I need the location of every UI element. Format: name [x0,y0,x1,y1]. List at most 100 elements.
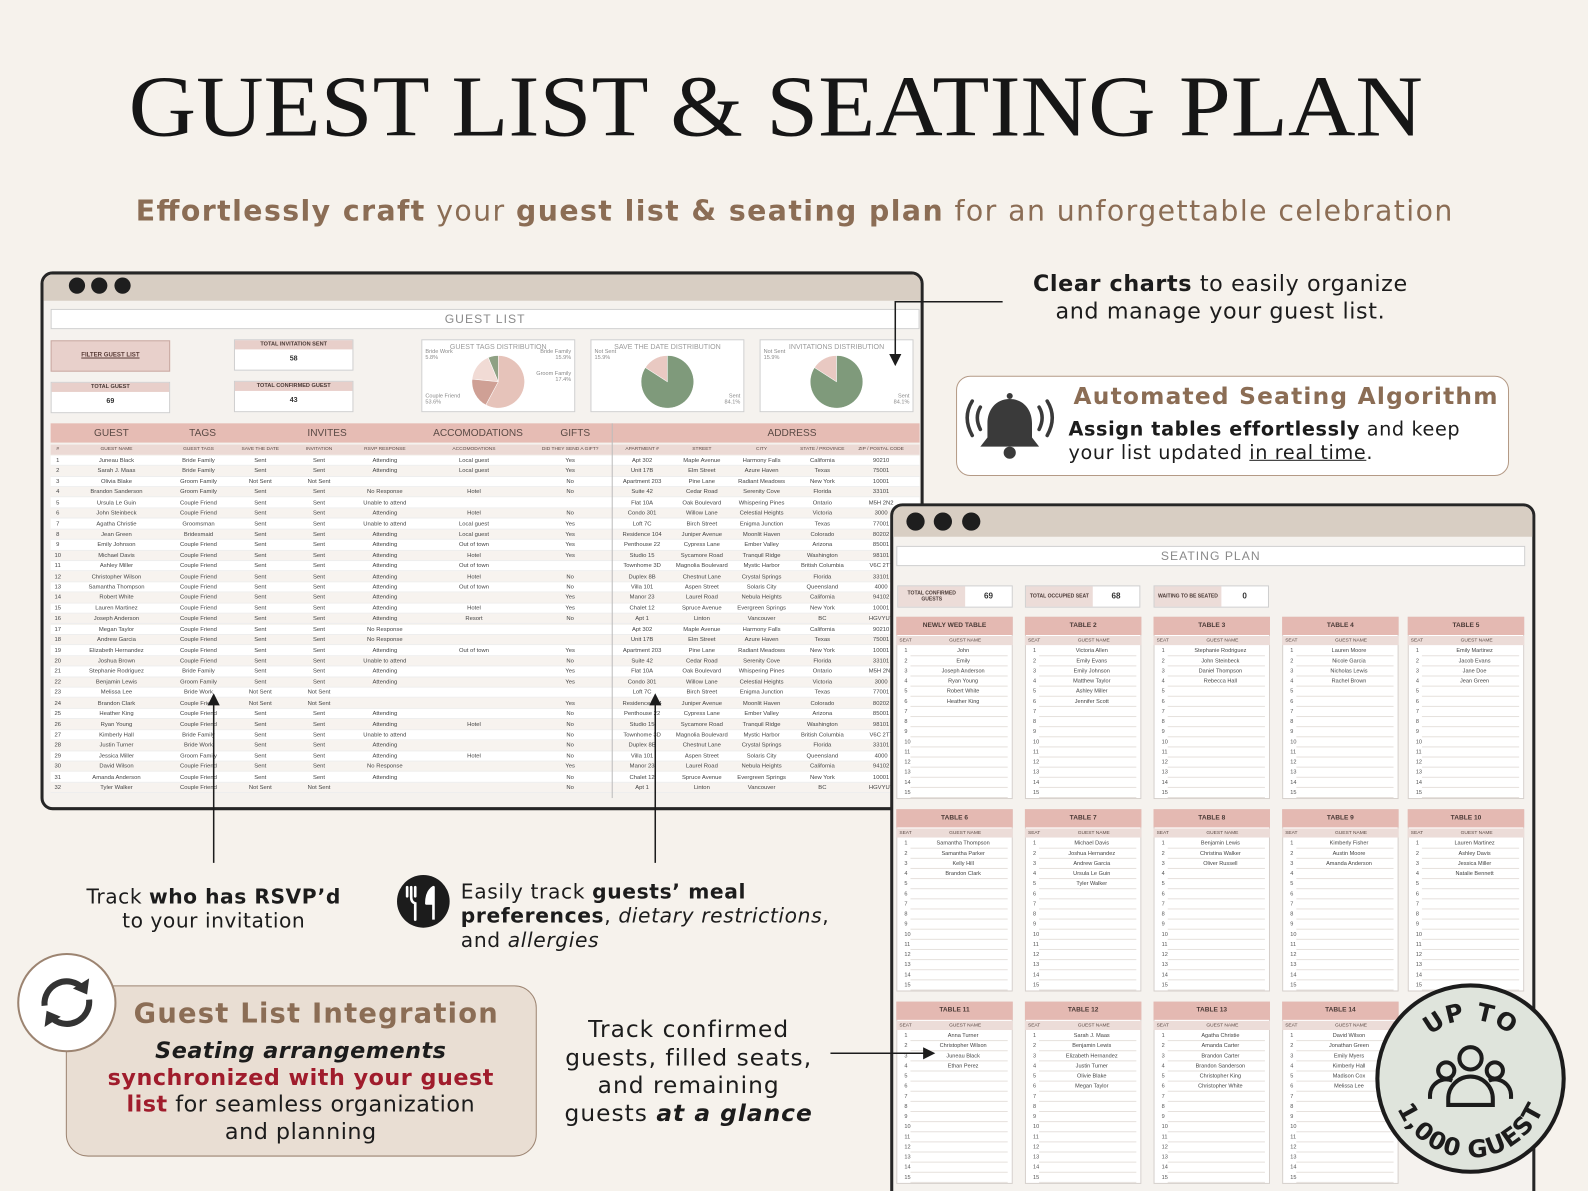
seat-guest: Michael Davis [1074,840,1110,847]
seat-line [1039,675,1137,677]
seat-line [1421,726,1520,728]
slice-label: 84.1% [894,400,910,406]
table-cell: Sent [312,637,326,644]
seat-band [1407,636,1525,646]
seat-line [1421,888,1520,890]
seat-number: 1 [904,648,908,655]
name-header: GUEST NAME [949,638,982,644]
sync-icon [17,953,117,1053]
table-cell: Cypress Lane [683,542,720,549]
seat-number: 8 [1161,1103,1165,1110]
text-run: and keep [1359,418,1461,441]
seat-number: 11 [1161,749,1168,756]
seat-guest: Nicholas Lewis [1330,668,1368,675]
table-cell: 9 [56,542,60,549]
seat-line [1421,918,1520,920]
table-card [1024,616,1142,800]
table-cell: Hotel [467,753,481,760]
seat-number: 10 [1161,931,1168,938]
seat-header: SEAT [1285,638,1298,644]
table-cell: Chalet 12 [629,774,655,781]
table-card [1282,616,1399,800]
table-cell: Yes [565,594,575,602]
seat-number: 6 [1033,1083,1037,1090]
table-cell: Not Sent [307,700,331,707]
table-cell: Nebula Heights [741,763,782,770]
seat-number: 4 [904,678,908,685]
text-run: synchronized with your guest [107,1065,494,1092]
table-cell: Amanda Anderson [92,774,141,781]
table-cell: 20 [54,658,61,665]
seat-number: 1 [904,840,908,847]
table-cell: Mystic Harbor [743,732,780,739]
table-cell: 77001 [872,689,890,697]
table-cell: Yes [565,668,575,675]
callout-text: Easily track guests’ meal [461,879,746,903]
seat-number: 13 [1033,1154,1040,1161]
seat-number: 4 [1033,870,1037,878]
seat-line [1421,938,1520,940]
seat-line [1296,1151,1394,1153]
table-cell: 33101 [872,573,890,580]
table-cell: Lauren Martinez [95,605,138,612]
seat-line [1296,878,1394,880]
seat-line [910,655,1008,657]
seat-line [1421,695,1520,697]
seat-number: 8 [1415,911,1419,918]
table-cell: Colorado [810,531,835,538]
table-row [50,603,920,614]
table-cell: Groom Family [180,753,217,760]
text-run: allergies [507,927,600,952]
table-cell: Birch Street [686,521,718,528]
seat-line [1039,786,1137,788]
seat-number: 3 [1415,668,1419,675]
seat-number: 6 [1290,1083,1294,1090]
seat-number: 2 [1290,658,1294,665]
seat-guest: Megan Taylor [1075,1083,1109,1090]
seat-number: 12 [1415,759,1423,766]
seat-line [1167,969,1265,971]
table-cell: Spruce Avenue [681,605,722,612]
table-cell: M5H 2N2 [868,499,894,507]
table-cell: Harmony Falls [742,626,781,633]
table-cell: Linton [693,616,710,623]
seat-number: 7 [1415,901,1419,908]
column-header: DID THEY SEND A GIFT? [541,447,599,453]
table-cell: Pine Lane [688,647,716,654]
table-cell: Yes [565,531,575,538]
seat-line [1039,989,1137,991]
table-name: TABLE 2 [1024,616,1142,636]
table-card [1407,616,1525,800]
table-cell: Sent [312,732,326,739]
table-cell: Crystal Springs [741,742,782,749]
seat-number: 15 [1033,982,1040,989]
table-cell: Hotel [467,721,481,728]
column-header: APARTMENT # [625,447,659,453]
table-cell: Sent [312,457,326,464]
table-cell: Florida [813,658,832,665]
table-cell: British Columbia [800,732,844,739]
table-cell: 12 [54,573,61,580]
seat-line [1296,1121,1394,1123]
stat-label: TOTAL OCCUPIED SEAT [1025,586,1093,607]
seat-number: 3 [1290,860,1294,867]
table-cell: Bridesmaid [183,531,214,538]
stat-label: TOTAL INVITATION SENT [234,340,353,350]
filter-button[interactable]: FILTER GUEST LIST [50,340,171,372]
seat-line [910,1161,1008,1163]
seat-band [1407,828,1525,838]
seat-line [1421,675,1520,677]
table-cell: Sent [312,774,326,781]
seat-number: 11 [1290,1134,1297,1141]
table-cell: BC [818,616,827,623]
table-cell: Yes [565,542,575,549]
seat-number: 10 [1033,931,1040,938]
seat-number: 11 [904,941,911,948]
seat-band [1282,828,1399,838]
table-cell: Attending [372,552,398,559]
table-cell: British Columbia [800,563,844,570]
table-row [50,624,920,635]
seat-number: 11 [1033,1134,1039,1141]
table-row [50,687,920,699]
table-cell: Christopher Wilson [91,573,142,580]
